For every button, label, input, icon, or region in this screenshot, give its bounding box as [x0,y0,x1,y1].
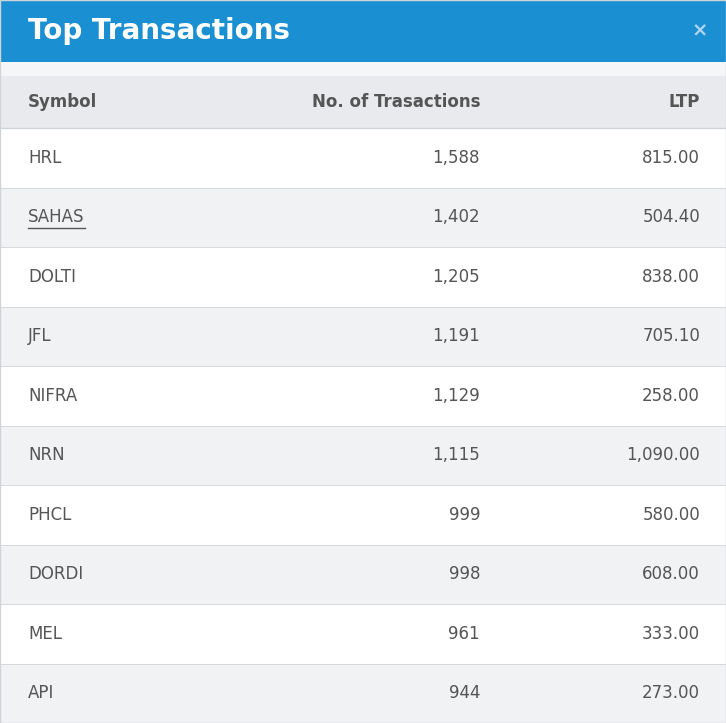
Text: MEL: MEL [28,625,62,643]
Text: LTP: LTP [669,93,700,111]
Bar [0,62,726,76]
Bar [0,0,726,62]
Bar [0,187,726,247]
Text: JFL: JFL [28,328,52,346]
Text: 1,115: 1,115 [432,446,480,464]
Bar [0,307,726,366]
Bar [0,366,726,426]
Text: ×: × [692,22,708,40]
Text: Top Transactions: Top Transactions [28,17,290,45]
Text: 815.00: 815.00 [642,149,700,167]
Text: API: API [28,684,54,702]
Text: 608.00: 608.00 [643,565,700,583]
Text: 258.00: 258.00 [642,387,700,405]
Text: 504.40: 504.40 [643,208,700,226]
Text: 333.00: 333.00 [642,625,700,643]
Text: 1,205: 1,205 [433,268,480,286]
Text: 580.00: 580.00 [643,506,700,523]
Text: DORDI: DORDI [28,565,83,583]
Text: 1,588: 1,588 [433,149,480,167]
Text: 1,129: 1,129 [432,387,480,405]
Bar [0,544,726,604]
Text: SAHAS: SAHAS [28,208,84,226]
Text: 1,090.00: 1,090.00 [627,446,700,464]
Text: HRL: HRL [28,149,62,167]
Bar [0,664,726,723]
Bar [0,604,726,664]
Text: 838.00: 838.00 [642,268,700,286]
Text: 1,402: 1,402 [433,208,480,226]
Text: 998: 998 [449,565,480,583]
Bar [0,485,726,544]
Bar [0,76,726,128]
Bar [0,247,726,307]
Bar [0,426,726,485]
Text: NRN: NRN [28,446,65,464]
Text: No. of Trasactions: No. of Trasactions [311,93,480,111]
Text: 944: 944 [449,684,480,702]
Text: DOLTI: DOLTI [28,268,76,286]
Text: 705.10: 705.10 [642,328,700,346]
Bar [0,128,726,187]
Text: 999: 999 [449,506,480,523]
Text: PHCL: PHCL [28,506,71,523]
Text: 961: 961 [449,625,480,643]
Text: 273.00: 273.00 [642,684,700,702]
Text: Symbol: Symbol [28,93,97,111]
Text: 1,191: 1,191 [432,328,480,346]
Text: NIFRA: NIFRA [28,387,77,405]
